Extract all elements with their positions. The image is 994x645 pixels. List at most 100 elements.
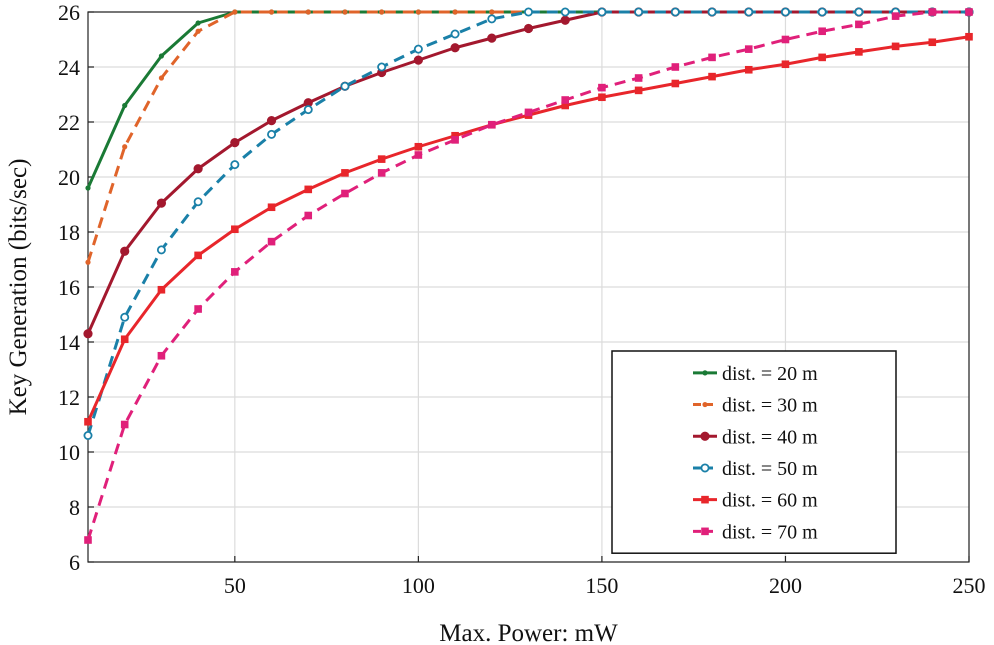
- data-point: [524, 108, 533, 117]
- data-point: [450, 43, 460, 53]
- data-point: [303, 105, 313, 115]
- data-point: [451, 131, 459, 140]
- data-point: [780, 7, 790, 17]
- y-tick-label: 18: [58, 220, 80, 245]
- data-point: [671, 79, 680, 88]
- series-line: [86, 10, 969, 189]
- data-point: [85, 185, 91, 191]
- data-point: [193, 197, 203, 207]
- data-point: [487, 33, 497, 43]
- data-point: [415, 9, 421, 15]
- y-tick-label: 22: [58, 110, 80, 135]
- data-point: [561, 96, 570, 104]
- data-point: [670, 7, 680, 17]
- data-point: [84, 536, 92, 544]
- data-point: [561, 101, 570, 110]
- data-point: [195, 20, 201, 26]
- data-point: [560, 7, 570, 17]
- data-point: [158, 53, 165, 59]
- data-point: [230, 160, 240, 170]
- legend-item: dist. = 70 m: [693, 521, 818, 543]
- data-point: [195, 28, 201, 34]
- x-tick-label: 200: [769, 573, 802, 598]
- data-point: [267, 203, 276, 212]
- data-point: [377, 155, 386, 163]
- x-tick-label: 100: [402, 573, 435, 598]
- legend-label: dist. = 20 m: [722, 363, 818, 385]
- series-4: [83, 7, 974, 440]
- data-point: [781, 35, 790, 44]
- data-point: [157, 351, 166, 360]
- data-point: [413, 44, 423, 54]
- series-line: [86, 10, 969, 263]
- data-point: [854, 7, 864, 17]
- y-tick-label: 26: [58, 0, 80, 25]
- legend-label: dist. = 70 m: [722, 521, 818, 543]
- data-point: [193, 164, 203, 174]
- data-point: [487, 120, 496, 129]
- x-axis-ticks: 50 100 150 200 250: [224, 556, 986, 598]
- data-point: [157, 285, 166, 294]
- legend-marker: [702, 370, 708, 376]
- data-point: [818, 53, 826, 62]
- y-tick-label: 10: [58, 440, 80, 465]
- y-tick-label: 12: [58, 385, 80, 410]
- legend-marker: [701, 527, 709, 536]
- data-point: [84, 417, 92, 426]
- data-point: [231, 225, 239, 234]
- data-point: [267, 129, 277, 139]
- data-point: [560, 15, 570, 25]
- data-point: [928, 38, 937, 47]
- x-tick-label: 250: [953, 573, 986, 598]
- x-axis-title: Max. Power: mW: [439, 620, 618, 645]
- legend: dist. = 20 m dist. = 30 m dist. = 40 m dist…: [611, 350, 897, 554]
- data-point: [377, 169, 386, 177]
- data-point: [965, 8, 973, 16]
- data-point: [120, 312, 130, 322]
- legend-item: dist. = 60 m: [693, 490, 818, 512]
- y-tick-label: 6: [69, 550, 80, 575]
- data-point: [671, 63, 680, 71]
- data-point: [487, 14, 497, 24]
- data-point: [524, 7, 534, 17]
- data-point: [120, 420, 129, 429]
- x-tick-label: 150: [585, 573, 618, 598]
- data-point: [597, 7, 607, 17]
- data-point: [414, 151, 423, 159]
- data-point: [965, 32, 973, 41]
- y-tick-label: 8: [69, 495, 80, 520]
- data-point: [266, 116, 277, 126]
- data-point: [341, 169, 349, 177]
- data-point: [451, 136, 459, 144]
- data-point: [818, 27, 826, 36]
- data-point: [817, 7, 827, 17]
- data-point: [340, 81, 350, 91]
- data-point: [83, 430, 93, 440]
- data-point: [634, 74, 643, 82]
- data-point: [708, 72, 716, 81]
- data-point: [744, 65, 753, 74]
- y-axis-ticks: 6 8 10 12 14 16 18 20 22 24 26: [58, 0, 94, 575]
- data-point: [304, 185, 313, 194]
- legend-item: dist. = 40 m: [693, 426, 818, 448]
- series-2: [85, 9, 972, 265]
- data-point: [452, 9, 458, 15]
- data-point: [744, 45, 753, 53]
- y-tick-label: 20: [58, 165, 80, 190]
- data-point: [450, 29, 460, 39]
- y-tick-label: 24: [58, 55, 80, 80]
- data-point: [744, 7, 754, 17]
- data-point: [855, 48, 863, 56]
- data-point: [304, 211, 313, 220]
- data-point: [781, 60, 790, 69]
- data-point: [928, 8, 937, 16]
- data-point: [156, 245, 166, 255]
- data-point: [891, 12, 900, 20]
- data-point: [156, 198, 167, 208]
- data-point: [230, 138, 240, 148]
- legend-item: dist. = 20 m: [693, 363, 818, 385]
- legend-marker: [701, 495, 709, 504]
- data-point: [158, 75, 165, 81]
- y-tick-label: 16: [58, 275, 80, 300]
- data-point: [341, 189, 349, 198]
